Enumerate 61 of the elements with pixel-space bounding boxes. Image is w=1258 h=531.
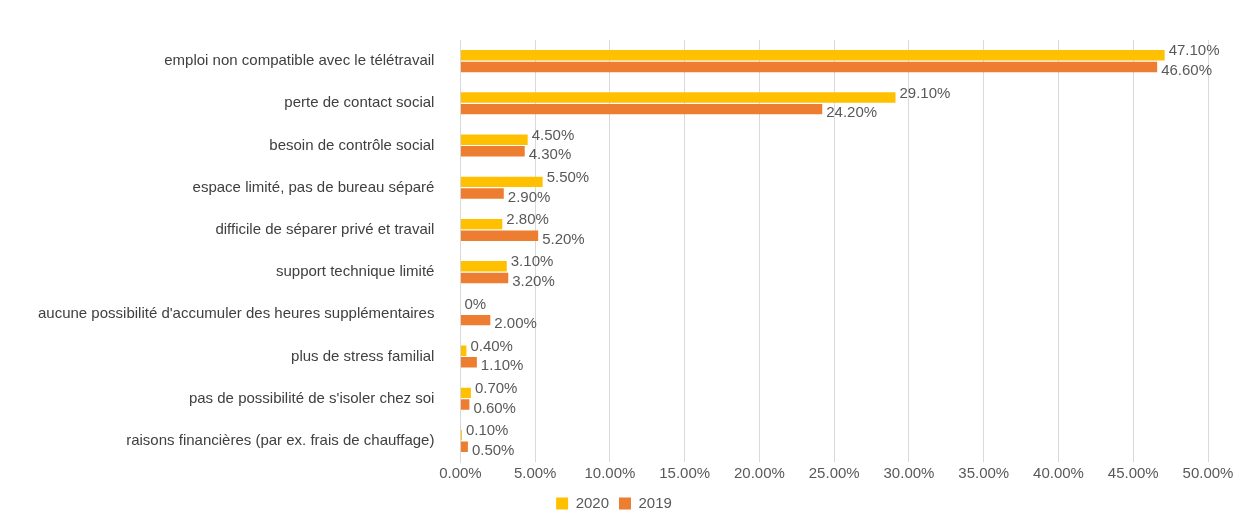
bar	[460, 103, 823, 115]
data-label: 4.50%	[531, 125, 575, 143]
y-tick-label: plus de stress familial	[291, 346, 435, 364]
bar	[460, 176, 543, 188]
data-label: 4.30%	[528, 145, 572, 163]
x-tick-label: 50.00%	[1182, 464, 1234, 482]
bar	[460, 134, 528, 145]
bar	[460, 218, 503, 230]
bar	[460, 441, 468, 452]
x-tick-label: 10.00%	[584, 464, 636, 482]
data-label: 0.70%	[474, 379, 518, 397]
x-tick-label: 5.00%	[513, 464, 557, 482]
legend-label: 2020	[575, 493, 610, 511]
y-tick-label: besoin de contrôle social	[269, 135, 435, 153]
data-label: 0.60%	[473, 398, 516, 416]
y-tick-label: emploi non compatible avec le télétravail	[164, 51, 435, 69]
bar	[460, 92, 896, 103]
data-label: 2.90%	[507, 187, 551, 205]
y-tick-label: support technique limité	[275, 262, 435, 280]
data-label: 2.00%	[494, 314, 537, 332]
bar	[460, 50, 1165, 61]
bar	[460, 261, 507, 272]
bar	[460, 357, 477, 368]
y-tick-label: espace limité, pas de bureau séparé	[192, 177, 435, 195]
data-label: 5.50%	[546, 168, 590, 186]
data-label: 0.40%	[470, 336, 513, 354]
data-label: 24.20%	[826, 103, 878, 121]
bar	[460, 399, 470, 410]
bar	[460, 387, 471, 399]
x-tick-label: 15.00%	[659, 464, 711, 482]
x-tick-label: 25.00%	[808, 464, 860, 482]
data-label: 3.10%	[510, 252, 554, 270]
y-tick-label: difficile de séparer privé et travail	[215, 220, 435, 238]
data-label: 3.20%	[512, 272, 555, 290]
bar	[460, 345, 467, 356]
bar	[460, 188, 504, 199]
bar	[460, 272, 509, 284]
data-label: 29.10%	[899, 83, 951, 101]
x-tick-label: 45.00%	[1107, 464, 1159, 482]
legend-label: 2019	[638, 493, 672, 511]
bar	[460, 146, 525, 157]
data-label: 5.20%	[542, 229, 585, 247]
x-tick-label: 20.00%	[734, 464, 785, 482]
bar	[460, 314, 491, 326]
x-tick-label: 30.00%	[883, 464, 935, 482]
y-tick-label: raisons financières (par ex. frais de chauffage)	[126, 431, 435, 449]
data-label: 46.60%	[1161, 61, 1213, 79]
x-tick-label: 35.00%	[958, 464, 1010, 482]
y-tick-label: perte de contact social	[284, 93, 435, 111]
x-tick-label: 0.00%	[439, 464, 482, 482]
data-label: 0.10%	[465, 421, 509, 439]
y-tick-label: pas de possibilité de s'isoler chez soi	[188, 388, 435, 406]
data-label: 0.50%	[471, 440, 515, 458]
bar	[460, 230, 539, 241]
data-label: 1.10%	[480, 356, 524, 374]
data-label: 0%	[464, 294, 487, 312]
data-label: 2.80%	[506, 210, 549, 228]
y-tick-label: aucune possibilité d'accumuler des heures supplémentaires	[37, 304, 435, 322]
x-tick-label: 40.00%	[1033, 464, 1084, 482]
data-label: 47.10%	[1168, 41, 1220, 59]
bar	[460, 61, 1158, 73]
